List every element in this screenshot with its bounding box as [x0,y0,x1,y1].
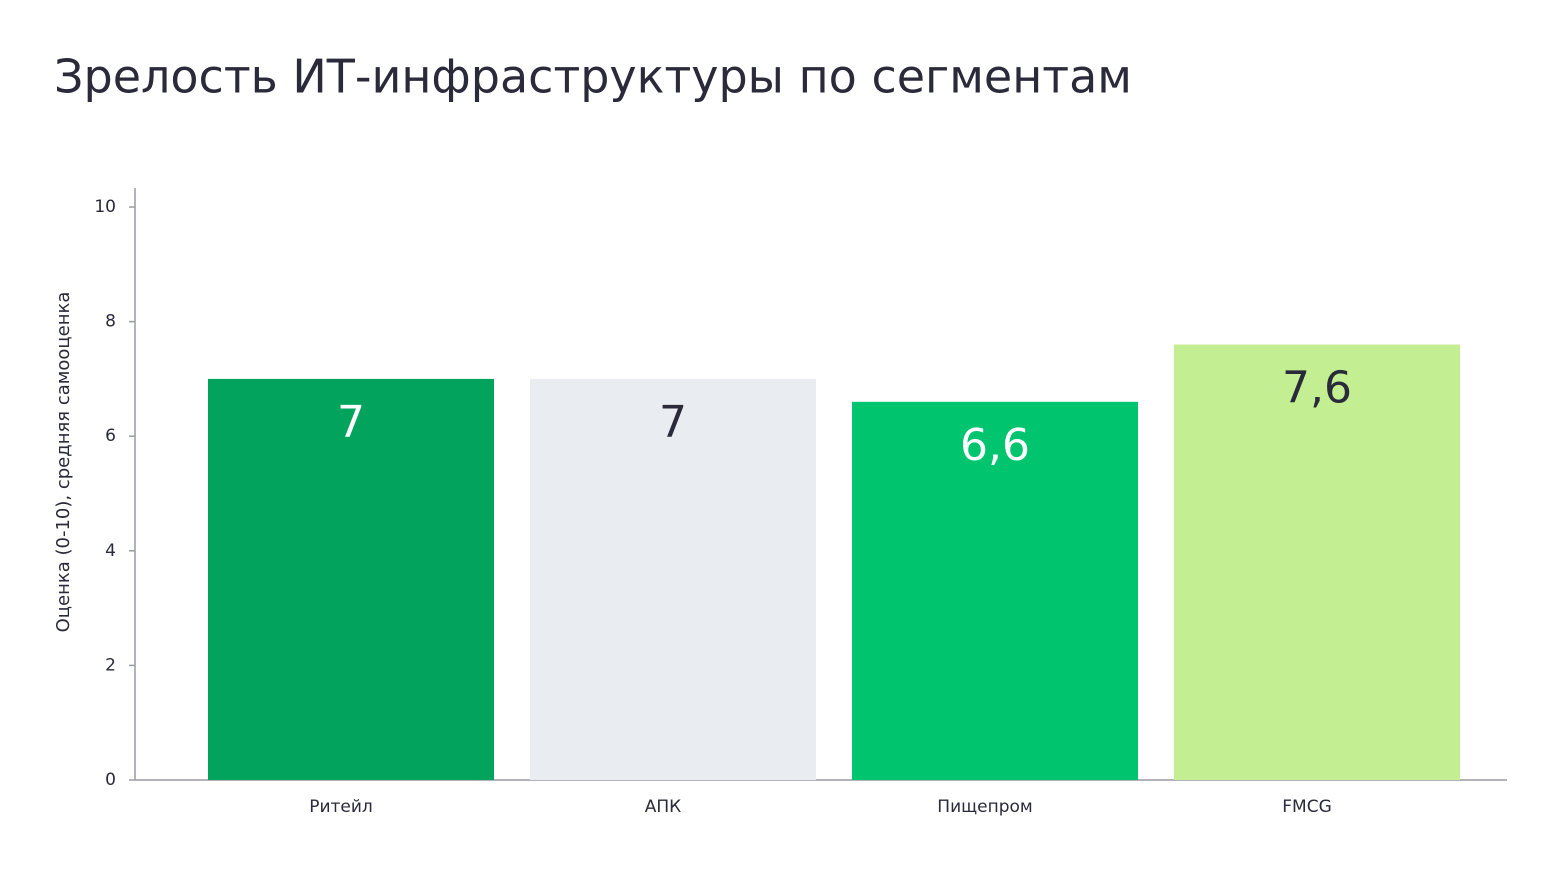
x-tick-label: АПК [645,797,681,817]
value-label: 6,6 [960,420,1030,471]
y-tick-label: 4 [105,541,116,561]
x-tick-label: FMCG [1282,797,1332,817]
bar [530,378,816,780]
chart-title: Зрелость ИТ-инфраструктуры по сегментам [54,50,1132,104]
value-label: 7,6 [1282,363,1352,414]
y-tick-label: 6 [105,426,116,446]
y-axis-label: Оценка (0-10), средняя самооценка [53,292,74,633]
bar [852,401,1138,780]
value-label: 7 [659,397,687,448]
bar [1174,344,1460,780]
y-tick-label: 8 [105,312,116,332]
bar [208,378,494,780]
y-tick-label: 2 [105,655,116,675]
value-label: 7 [337,397,365,448]
x-tick-label: Ритейл [309,797,373,817]
y-tick-label: 0 [105,770,116,790]
x-tick-label: Пищепром [937,797,1032,817]
y-tick-label: 10 [94,197,116,217]
